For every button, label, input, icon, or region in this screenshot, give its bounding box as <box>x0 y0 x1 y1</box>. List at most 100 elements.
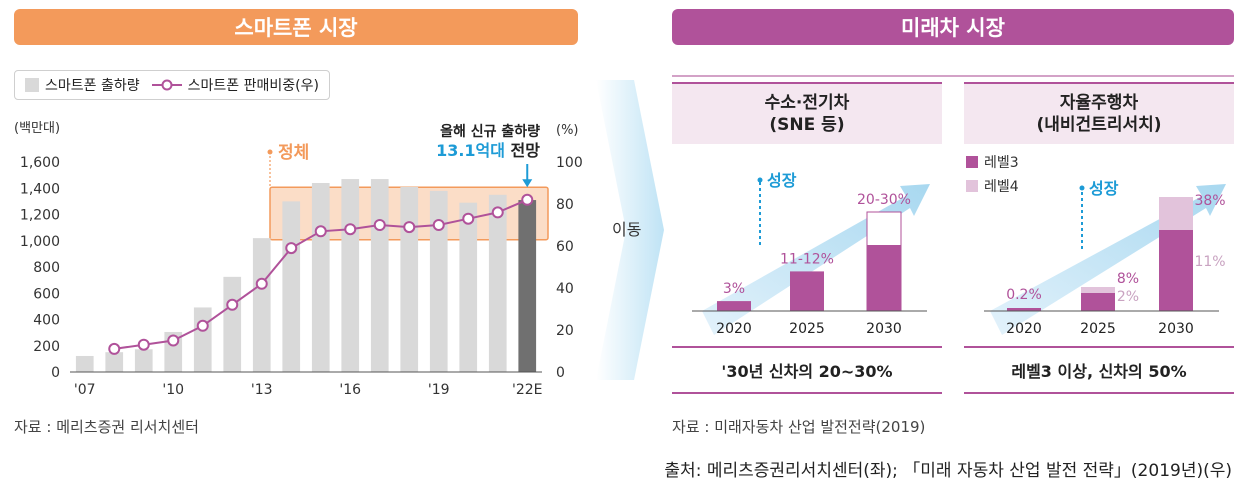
shipment-bar <box>459 202 478 372</box>
y-left-tick-label: 0 <box>51 365 60 381</box>
ev-bar-label: 3% <box>723 281 745 297</box>
x-tick-label: '19 <box>428 382 450 398</box>
level3-bar <box>1159 230 1193 311</box>
x-tick-label: '16 <box>339 382 361 398</box>
y-left-tick-label: 1,600 <box>20 155 60 171</box>
legend-line-swatch <box>151 79 182 91</box>
ev-chart: 성장 3% 2020 11-12% 2025 20-30% 2030 <box>692 171 930 337</box>
auto-x-label: 2030 <box>1158 321 1194 337</box>
growth-label: 성장 <box>1089 179 1119 198</box>
level4-bar <box>1159 197 1193 230</box>
ev-bar-label: 11-12% <box>780 251 834 267</box>
share-point <box>285 242 298 255</box>
shipment-bar <box>311 183 330 372</box>
shipment-bar <box>252 238 271 372</box>
panel2-summary: 레벨3 이상, 신차의 50% <box>964 346 1234 394</box>
y-right-tick-label: 60 <box>556 239 574 255</box>
auto-x-label: 2025 <box>1080 321 1116 337</box>
legend-line-label: 스마트폰 판매비중(우) <box>187 78 319 94</box>
y-right-tick-label: 0 <box>556 365 565 381</box>
legend-level3-swatch <box>966 156 978 168</box>
ev-x-label: 2020 <box>716 321 752 337</box>
share-point <box>432 219 445 231</box>
share-point <box>255 277 268 290</box>
legend-bar-swatch <box>25 78 39 92</box>
shipment-bar <box>370 179 389 372</box>
note-suffix: 전망 <box>505 141 540 160</box>
y-left-tick-label: 200 <box>33 339 60 355</box>
stagnation-dot <box>267 149 273 155</box>
y-left-tick-label: 1,200 <box>20 208 60 224</box>
growth-dot <box>1079 185 1085 191</box>
ev-x-label: 2025 <box>789 321 825 337</box>
right-top-rule <box>672 75 1234 77</box>
share-point <box>137 338 150 351</box>
share-point <box>521 193 534 206</box>
shipment-bar <box>282 201 301 372</box>
panel2-title: 자율주행차 (내비건트리서치) <box>964 82 1234 144</box>
shipment-bar <box>75 355 94 372</box>
panel2-title-line1: 자율주행차 <box>1059 93 1139 113</box>
autonomous-chart: 레벨3 레벨4 성장 2020 2025 2030 0.2% 8% 2% 38% 11% <box>966 155 1226 337</box>
ev-bar-label: 20-30% <box>857 192 911 208</box>
note-line2: 13.1억대 전망 <box>436 141 540 160</box>
legend-level3-label: 레벨3 <box>984 155 1019 171</box>
ev-bar <box>867 245 901 311</box>
left-axis-unit: (백만대) <box>14 121 60 136</box>
share-point <box>491 206 504 219</box>
legend-level4-swatch <box>966 180 978 192</box>
panel1-title-line1: 수소·전기차 <box>764 93 850 113</box>
move-arrow-shape <box>596 80 664 380</box>
shipment-bar <box>518 200 537 372</box>
panel1-summary: '30년 신차의 20~30% <box>672 346 942 394</box>
share-point <box>344 223 357 236</box>
share-point <box>196 319 209 332</box>
shipment-bar <box>134 349 153 372</box>
left-source: 자료 : 메리츠증권 리서치센터 <box>14 418 199 436</box>
level3-bar <box>1081 293 1115 311</box>
right-axis-unit: (%) <box>556 123 579 138</box>
left-banner: 스마트폰 시장 <box>14 9 578 45</box>
level4-bar <box>1081 287 1115 293</box>
y-right-tick-label: 100 <box>556 155 583 171</box>
y-right-tick-label: 20 <box>556 323 574 339</box>
x-tick-label: '07 <box>74 382 96 398</box>
share-point <box>108 342 121 355</box>
panel1-title: 수소·전기차 (SNE 등) <box>672 82 942 144</box>
note-line1: 올해 신규 출하량 <box>440 123 540 140</box>
legend-level4-label: 레벨4 <box>984 179 1019 195</box>
level3-value-label: 0.2% <box>1006 287 1042 303</box>
level3-bar <box>1007 308 1041 311</box>
stagnation-label: 정체 <box>278 143 309 163</box>
y-left-tick-label: 800 <box>33 260 60 276</box>
level4-value-label: 2% <box>1117 289 1139 305</box>
ev-x-label: 2030 <box>866 321 902 337</box>
shipment-bar <box>400 186 419 372</box>
x-tick-label: '10 <box>162 382 184 398</box>
total-value-label: 38% <box>1194 193 1225 209</box>
share-point <box>226 298 239 311</box>
share-point <box>167 334 180 347</box>
level3-value-label: 8% <box>1117 271 1139 287</box>
panel1-title-line2: (SNE 등) <box>769 115 845 135</box>
shipment-bar <box>105 352 124 372</box>
panel2-title-line2: (내비건트리서치) <box>1036 115 1162 135</box>
shipment-bar <box>193 307 212 372</box>
y-right-tick-label: 40 <box>556 281 574 297</box>
note-value: 13.1억대 <box>436 141 505 160</box>
y-left-tick-label: 400 <box>33 313 60 329</box>
note-arrow-head <box>522 179 533 188</box>
x-tick-label: '13 <box>251 382 273 398</box>
y-left-tick-label: 1,000 <box>20 234 60 250</box>
share-point <box>403 221 416 234</box>
auto-x-label: 2020 <box>1006 321 1042 337</box>
left-legend: 스마트폰 출하량 스마트폰 판매비중(우) <box>14 70 330 100</box>
growth-dot <box>757 177 763 183</box>
move-label: 이동 <box>612 220 642 239</box>
smartphone-chart: (백만대) (%)02004006008001,0001,2001,4001,60… <box>14 121 583 398</box>
y-left-tick-label: 1,400 <box>20 181 60 197</box>
x-tick-label: '22E <box>512 382 543 398</box>
shipment-bar <box>429 190 448 372</box>
footer-source: 출처: 메리츠증권리서치센터(좌); 「미래 자동차 산업 발전 전략」(201… <box>664 461 1232 481</box>
share-point <box>314 225 327 238</box>
